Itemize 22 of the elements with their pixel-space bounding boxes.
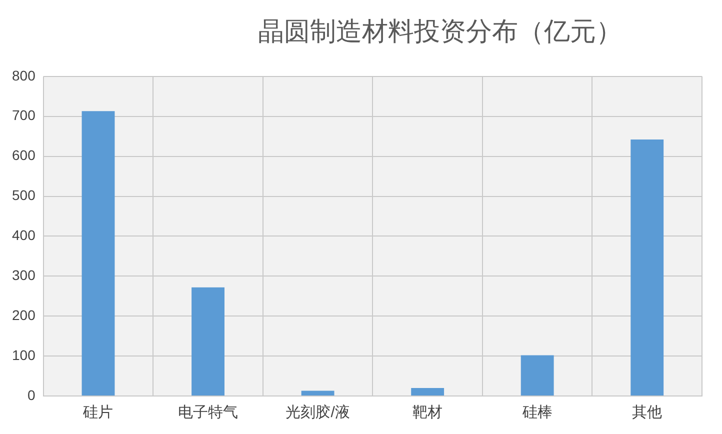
y-tick-label: 0	[28, 386, 36, 403]
x-tick-label: 靶材	[412, 404, 443, 422]
bar	[411, 388, 444, 396]
y-tick-label: 700	[12, 107, 36, 124]
y-tick-label: 100	[12, 346, 36, 363]
bar	[301, 390, 334, 396]
bar	[192, 287, 224, 396]
x-tick-label: 硅棒	[521, 404, 552, 422]
y-tick-label: 200	[12, 306, 36, 323]
bar	[520, 355, 554, 396]
y-tick-label: 800	[12, 67, 36, 84]
y-tick-label: 600	[12, 147, 36, 164]
bar	[630, 140, 664, 396]
y-tick-label: 400	[12, 227, 36, 244]
bar	[82, 111, 115, 396]
x-tick-label: 电子特气	[178, 404, 238, 422]
x-tick-label: 光刻胶/液	[286, 404, 350, 422]
y-tick-label: 500	[12, 187, 36, 204]
y-tick-label: 300	[12, 267, 36, 284]
chart-title: 晶圆制造材料投资分布（亿元）	[257, 16, 623, 49]
x-tick-label: 硅片	[82, 404, 114, 422]
x-tick-label: 其他	[632, 404, 662, 422]
